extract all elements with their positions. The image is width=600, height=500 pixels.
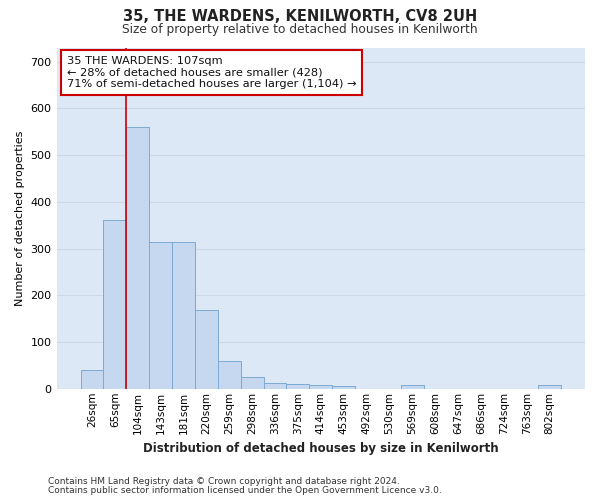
Text: Size of property relative to detached houses in Kenilworth: Size of property relative to detached ho… bbox=[122, 22, 478, 36]
Text: Contains public sector information licensed under the Open Government Licence v3: Contains public sector information licen… bbox=[48, 486, 442, 495]
Y-axis label: Number of detached properties: Number of detached properties bbox=[15, 130, 25, 306]
Bar bbox=[332, 386, 355, 389]
Text: 35, THE WARDENS, KENILWORTH, CV8 2UH: 35, THE WARDENS, KENILWORTH, CV8 2UH bbox=[123, 9, 477, 24]
Bar bbox=[241, 377, 263, 389]
Bar bbox=[149, 242, 172, 389]
Bar bbox=[127, 127, 149, 389]
Text: Contains HM Land Registry data © Crown copyright and database right 2024.: Contains HM Land Registry data © Crown c… bbox=[48, 477, 400, 486]
Bar bbox=[103, 220, 127, 389]
Bar bbox=[538, 385, 561, 389]
Bar bbox=[263, 383, 286, 389]
Bar bbox=[310, 385, 332, 389]
Bar bbox=[401, 385, 424, 389]
Text: 35 THE WARDENS: 107sqm
← 28% of detached houses are smaller (428)
71% of semi-de: 35 THE WARDENS: 107sqm ← 28% of detached… bbox=[67, 56, 356, 89]
Bar bbox=[172, 242, 195, 389]
Bar bbox=[195, 310, 218, 389]
Bar bbox=[286, 384, 310, 389]
X-axis label: Distribution of detached houses by size in Kenilworth: Distribution of detached houses by size … bbox=[143, 442, 499, 455]
Bar bbox=[218, 360, 241, 389]
Bar bbox=[80, 370, 103, 389]
